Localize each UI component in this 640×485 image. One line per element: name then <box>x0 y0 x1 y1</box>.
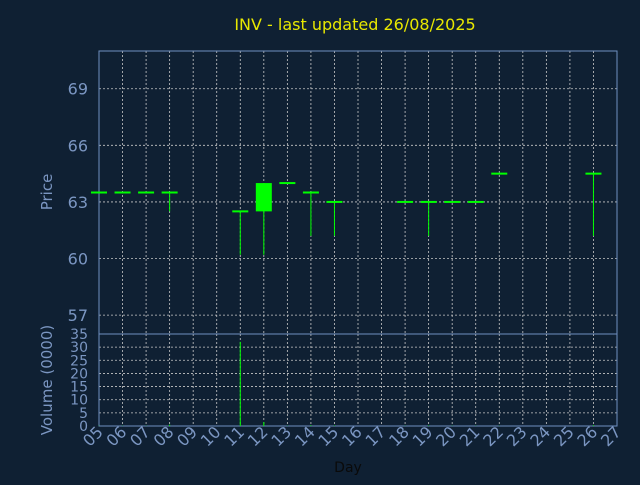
candle-body <box>326 200 343 203</box>
volume-y-tick-label: 35 <box>70 327 88 343</box>
price-y-tick-label: 66 <box>68 136 88 155</box>
price-y-tick-label: 69 <box>68 80 88 99</box>
price-y-tick-label: 63 <box>68 193 88 212</box>
candle-body <box>585 172 602 175</box>
candle-body <box>491 172 508 175</box>
candle-body <box>161 191 178 194</box>
candle-body <box>467 200 484 203</box>
candle-body <box>397 200 414 203</box>
candles <box>91 172 602 255</box>
volume-y-tick-label: 20 <box>70 366 88 382</box>
price-y-tick-label: 60 <box>68 250 88 269</box>
volume-y-tick-label: 25 <box>70 353 88 369</box>
candle-body <box>91 191 107 194</box>
price-y-tick-label: 57 <box>68 306 88 325</box>
candle-body <box>279 182 296 185</box>
candle-body <box>420 200 437 203</box>
price-y-ticks: 57 60 63 66 69 <box>68 80 88 325</box>
candle-body <box>114 191 131 194</box>
candle-body <box>232 210 249 213</box>
volume-y-tick-label: 5 <box>79 406 88 422</box>
volume-panel-frame <box>98 333 618 427</box>
candle-body <box>138 191 155 194</box>
volume-y-tick-label: 10 <box>70 393 88 409</box>
volume-y-tick-label: 30 <box>70 340 88 356</box>
chart-title: INV - last updated 26/08/2025 <box>234 15 475 34</box>
volume-y-tick-label: 0 <box>79 419 88 435</box>
candle-body <box>302 191 319 194</box>
candle-body <box>444 200 461 203</box>
candle-body <box>255 183 272 212</box>
price-axis-label: Price <box>38 174 56 211</box>
x-axis-label: Day <box>334 460 362 476</box>
x-ticks: 0506070809101112131415161718192021222324… <box>79 422 625 450</box>
volume-axis-label: Volume (0000) <box>38 325 56 435</box>
volume-y-tick-label: 15 <box>70 380 88 396</box>
volume-bars <box>98 341 594 426</box>
